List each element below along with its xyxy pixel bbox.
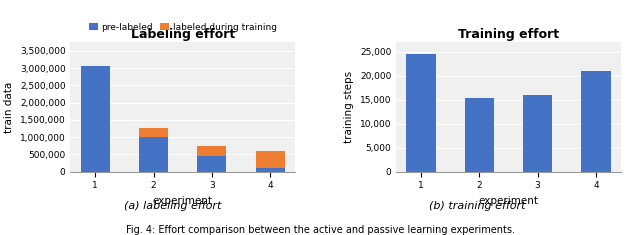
- Y-axis label: training steps: training steps: [344, 71, 354, 143]
- Bar: [406, 54, 436, 172]
- Bar: [197, 146, 227, 156]
- Title: Training effort: Training effort: [458, 28, 559, 41]
- Bar: [523, 95, 552, 172]
- Legend: pre-labeled, labeled during training: pre-labeled, labeled during training: [85, 19, 280, 35]
- Text: Fig. 4: Effort comparison between the active and passive learning experiments.: Fig. 4: Effort comparison between the ac…: [125, 225, 515, 235]
- Bar: [197, 156, 227, 172]
- Bar: [581, 71, 611, 172]
- X-axis label: experiment: experiment: [153, 196, 212, 206]
- Bar: [139, 137, 168, 172]
- Text: (a) labeling effort: (a) labeling effort: [124, 201, 221, 211]
- Bar: [465, 98, 494, 172]
- Y-axis label: train data: train data: [4, 81, 14, 133]
- Title: Labeling effort: Labeling effort: [131, 28, 235, 41]
- Bar: [255, 168, 285, 172]
- Text: (b) training effort: (b) training effort: [429, 201, 525, 211]
- Bar: [81, 67, 110, 172]
- X-axis label: experiment: experiment: [479, 196, 538, 206]
- Bar: [255, 151, 285, 168]
- Bar: [139, 129, 168, 137]
